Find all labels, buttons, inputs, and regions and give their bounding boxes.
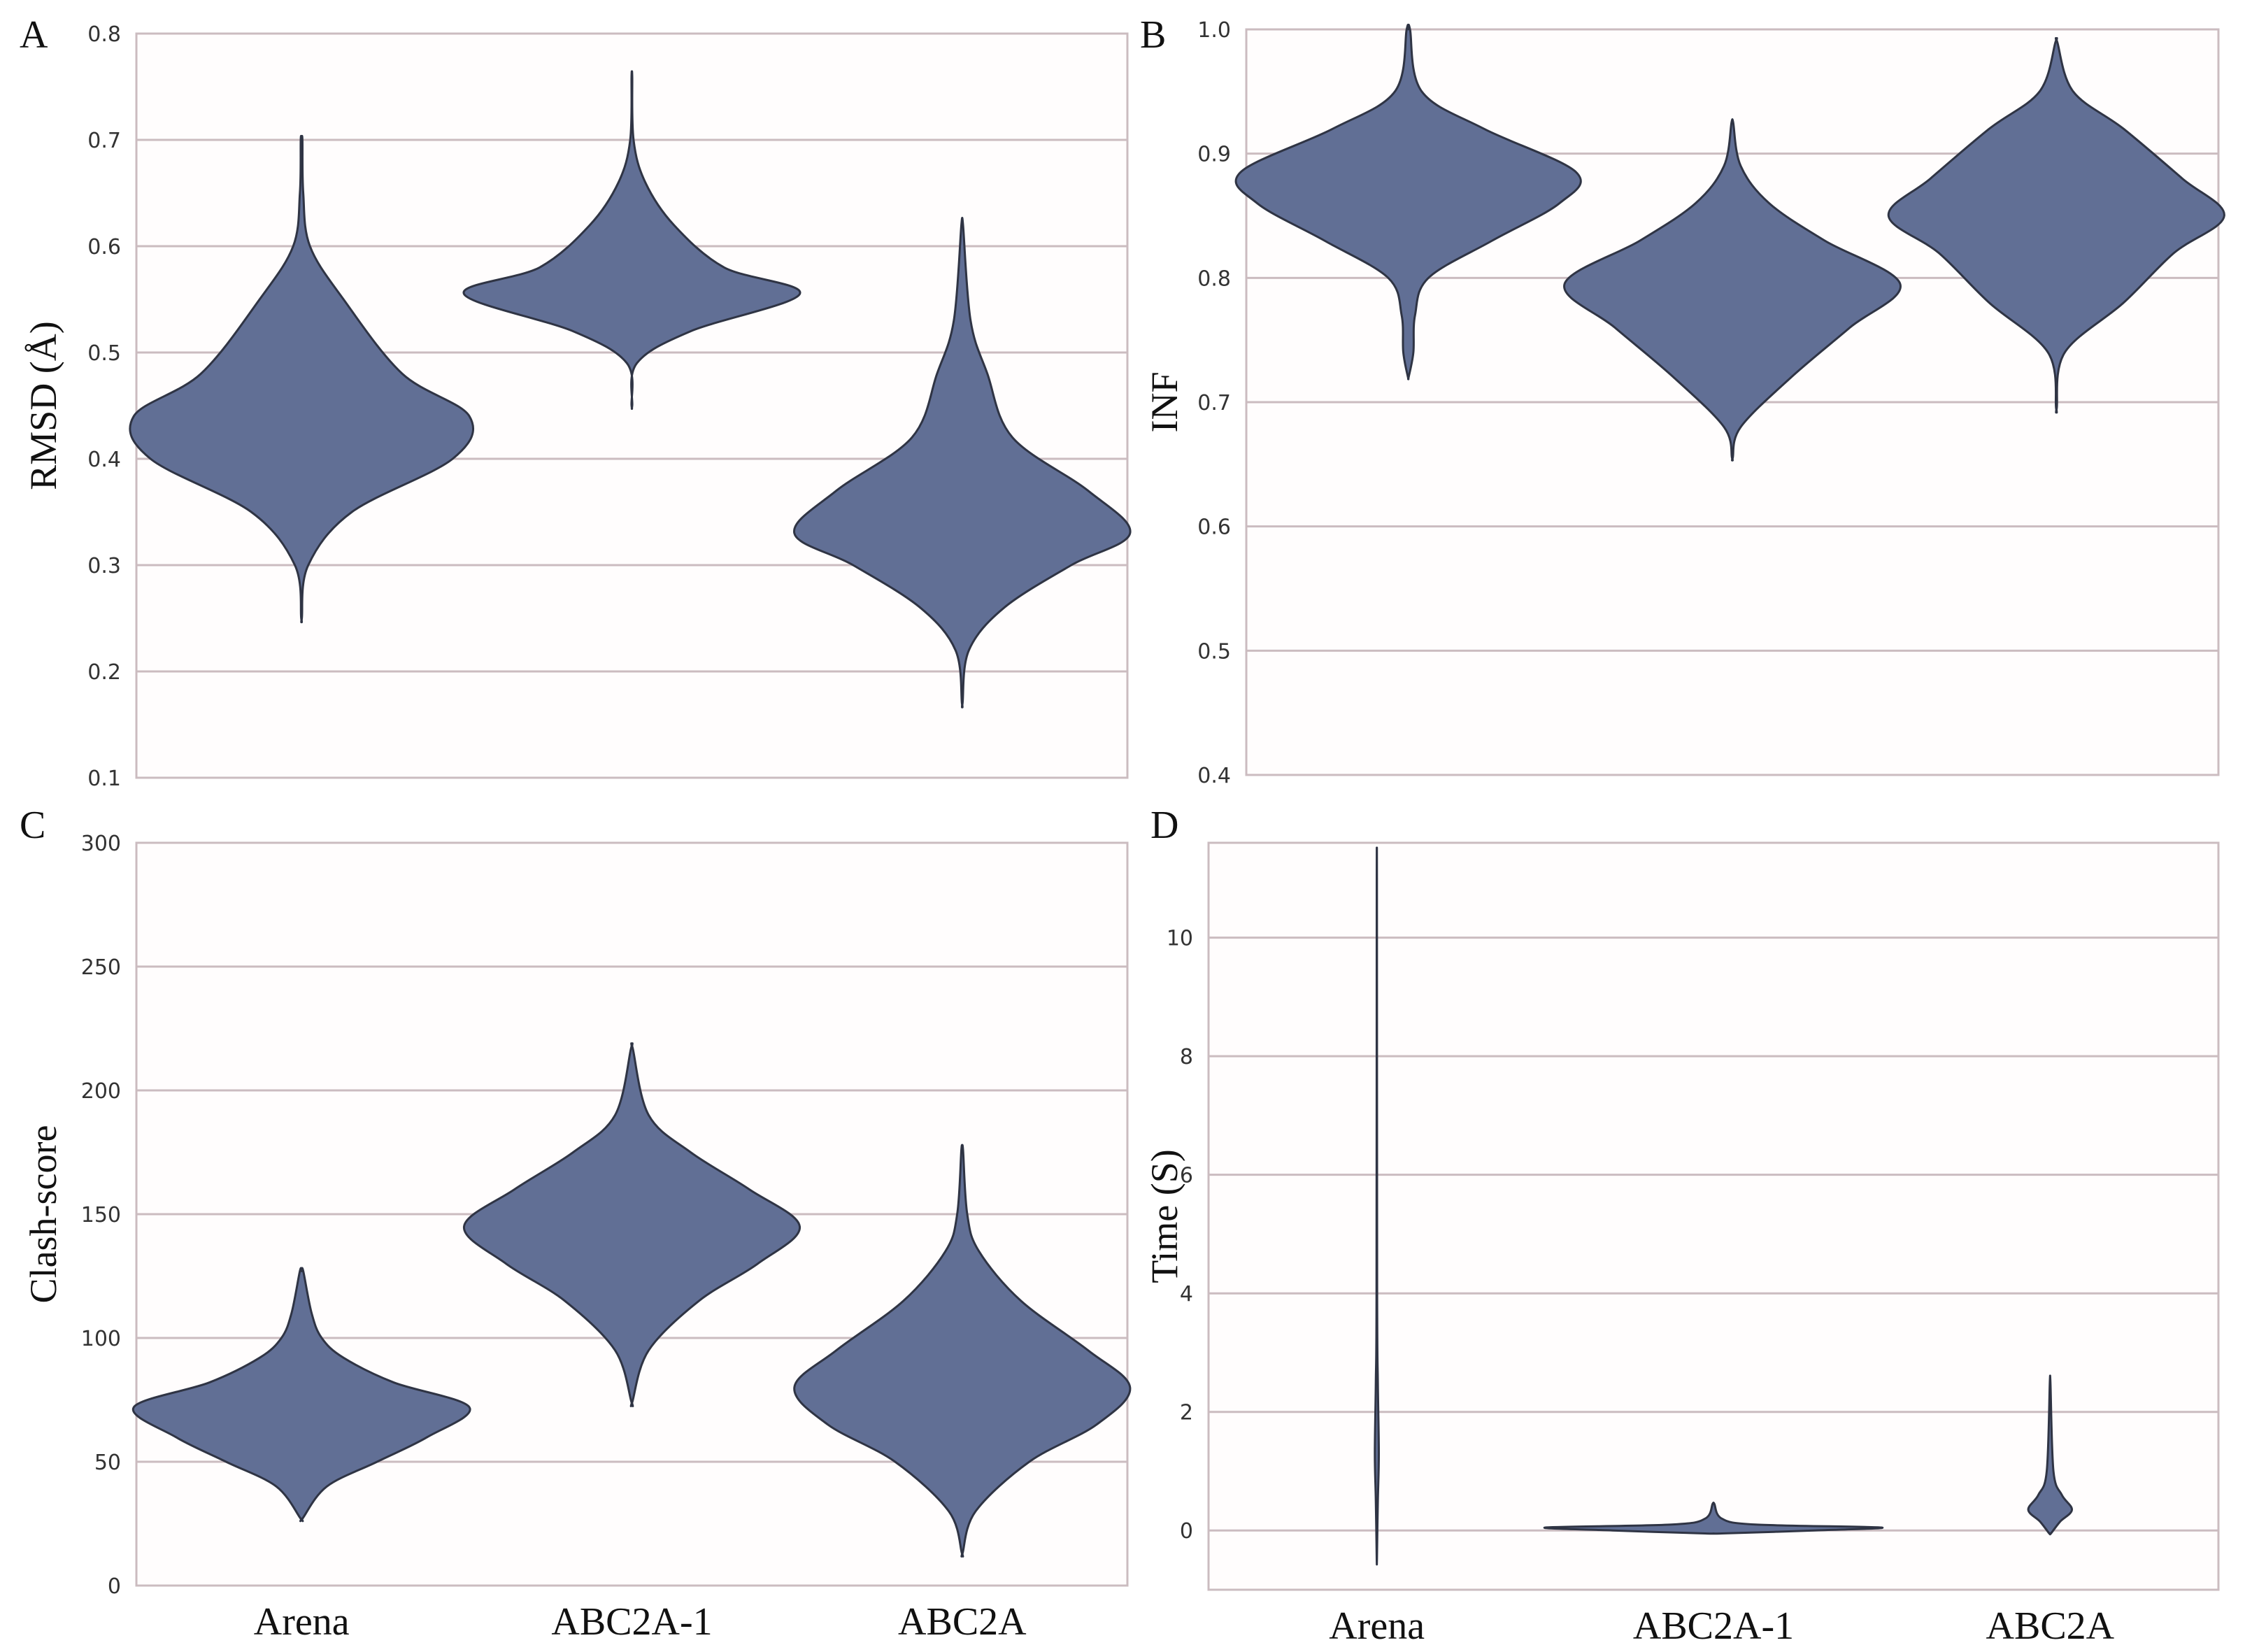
y-tick-label: 0.8: [87, 22, 121, 47]
y-tick-label: 10: [1167, 927, 1193, 951]
violin-abc2a: [2027, 1374, 2073, 1536]
violin-abc2a-1: [1563, 118, 1902, 462]
y-tick-label: 150: [81, 1203, 121, 1227]
violin-abc2a-1: [1543, 1502, 1884, 1535]
x-tick-label: Arena: [254, 1600, 350, 1644]
y-tick-label: 2: [1180, 1401, 1193, 1425]
y-tick-label: 4: [1180, 1282, 1193, 1306]
x-tick-label: ABC2A-1: [551, 1600, 712, 1644]
y-tick-label: 0.7: [87, 129, 121, 153]
plot-area-frame: [1207, 841, 2220, 1591]
x-tick-label: ABC2A: [898, 1600, 1027, 1644]
panel-b: 0.4 0.5 0.6 0.7 0.8 0.9 1.0 INF B: [1140, 13, 2225, 788]
y-tick-label: 0.4: [87, 448, 121, 472]
y-tick-label: 200: [81, 1079, 121, 1104]
y-tick-label: 1.0: [1197, 18, 1231, 43]
x-tick-label: ABC2A-1: [1633, 1604, 1794, 1648]
panel-letter: C: [20, 804, 45, 847]
y-tick-label: 0.4: [1197, 764, 1231, 788]
y-tick-label: 6: [1180, 1164, 1193, 1188]
violin-abc2a: [793, 217, 1132, 708]
panel-a: 0.1 0.2 0.3 0.4 0.5 0.6 0.7 0.8 RMSD (Å) A: [20, 13, 1132, 791]
panel-c: 0 50 100 150 200 250 300 Clash-score C Arena ABC2A…: [20, 804, 1132, 1644]
y-tick-label: 0.2: [87, 660, 121, 685]
y-tick-label: 8: [1180, 1045, 1193, 1069]
y-tick-label: 0.9: [1197, 143, 1231, 167]
panel-letter: D: [1150, 804, 1178, 847]
y-axis-label: INF: [1143, 371, 1185, 432]
y-tick-label: 0: [108, 1574, 121, 1599]
panel-d: 0 2 4 6 8 10 Time (S) D Arena ABC2A-1 ABC2A: [1143, 804, 2220, 1648]
panel-letter: A: [20, 13, 48, 57]
violin-abc2a-1: [462, 70, 801, 410]
panel-letter: B: [1140, 13, 1166, 57]
y-axis-label: Clash-score: [22, 1125, 64, 1304]
y-tick-label: 0.6: [1197, 515, 1231, 540]
y-tick-label: 0.5: [1197, 639, 1231, 664]
y-tick-label: 0.1: [87, 767, 121, 791]
violin-abc2a: [793, 1144, 1132, 1558]
violin-arena: [1374, 846, 1381, 1566]
y-tick-label: 0.8: [1197, 266, 1231, 291]
y-tick-label: 250: [81, 955, 121, 980]
y-tick-label: 0.5: [87, 341, 121, 366]
y-tick-label: 0.3: [87, 554, 121, 578]
y-tick-label: 0: [1180, 1519, 1193, 1544]
y-axis-label: RMSD (Å): [22, 321, 64, 490]
x-tick-label: Arena: [1329, 1604, 1425, 1648]
y-tick-label: 300: [81, 832, 121, 856]
violin-arena: [131, 1267, 471, 1523]
violin-arena: [1234, 23, 1582, 380]
violin-abc2a-1: [463, 1042, 801, 1407]
violin-arena: [129, 134, 475, 624]
x-tick-label: ABC2A: [1986, 1604, 2115, 1648]
y-tick-label: 100: [81, 1327, 121, 1351]
violin-abc2a: [1887, 37, 2225, 414]
y-tick-label: 0.6: [87, 235, 121, 259]
y-axis-label: Time (S): [1143, 1149, 1185, 1283]
y-tick-label: 0.7: [1197, 391, 1231, 415]
y-tick-label: 50: [94, 1451, 121, 1475]
